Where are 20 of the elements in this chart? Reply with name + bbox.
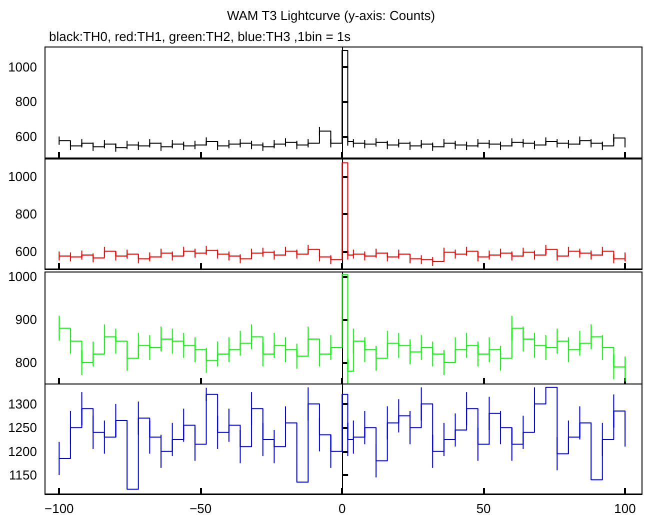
x-tick-label: −100 (44, 501, 74, 515)
y-tick-label: 800 (15, 206, 37, 222)
y-tick-label: 1000 (8, 269, 37, 284)
y-tick-label: 900 (15, 312, 37, 328)
y-tick-label: 800 (15, 355, 37, 370)
y-tick-label: 1000 (8, 59, 37, 74)
x-tick-label: −50 (190, 501, 212, 515)
chart-title: WAM T3 Lightcurve (y-axis: Counts) (226, 8, 436, 23)
y-tick-label: 1150 (9, 468, 37, 483)
y-tick-label: 1200 (8, 444, 37, 459)
y-tick-label: 600 (15, 128, 37, 144)
y-tick-label: 800 (15, 94, 37, 110)
chart-subtitle: black:TH0, red:TH1, green:TH2, blue:TH3 ,1bin = 1s (49, 29, 352, 44)
x-tick-label: 100 (614, 501, 636, 515)
y-tick-label: 1000 (8, 169, 37, 184)
y-tick-label: 1250 (8, 420, 37, 436)
y-tick-label: 600 (15, 244, 37, 259)
x-tick-label: 50 (476, 501, 491, 515)
x-tick-label: 0 (338, 501, 346, 515)
y-tick-label: 1300 (8, 396, 37, 412)
